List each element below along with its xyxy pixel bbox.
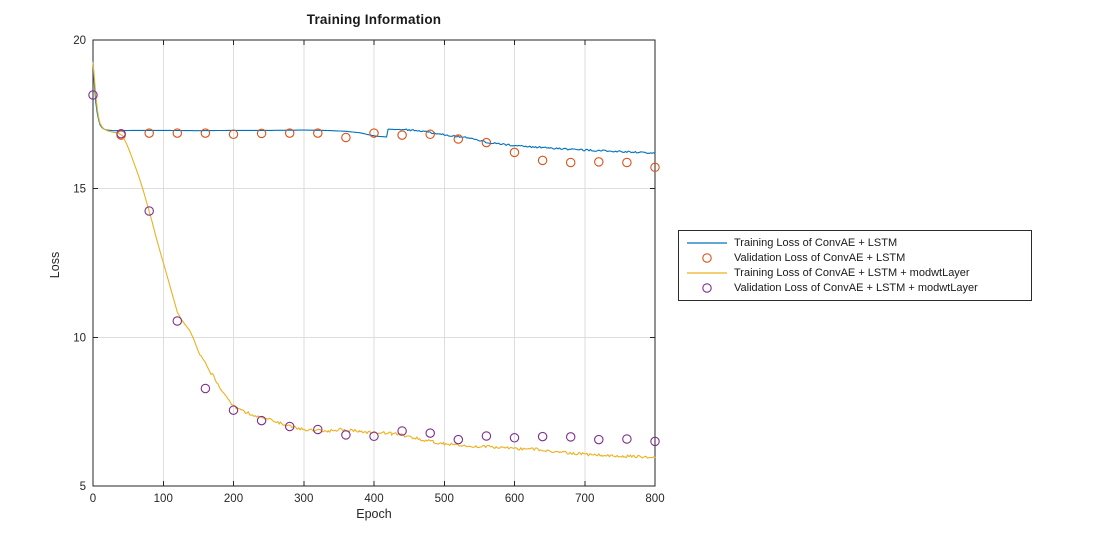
y-tick-label: 5 <box>80 481 86 493</box>
x-tick-label: 100 <box>154 493 173 505</box>
data-point-series-1 <box>622 157 632 168</box>
legend: Training Loss of ConvAE + LSTM Validation… <box>678 230 1032 301</box>
data-point-series-1 <box>397 130 407 140</box>
legend-circle-marker <box>702 283 712 293</box>
data-point-series-3 <box>537 431 548 442</box>
legend-label: Validation Loss of ConvAE + LSTM + modwt… <box>734 281 978 294</box>
legend-line-marker <box>687 272 727 274</box>
legend-label: Validation Loss of ConvAE + LSTM <box>734 252 906 265</box>
data-point-series-3 <box>228 405 239 415</box>
data-point-series-3 <box>425 428 435 438</box>
x-tick-label: 500 <box>435 493 454 505</box>
data-point-series-1 <box>172 128 183 138</box>
y-tick-label: 10 <box>73 332 86 344</box>
data-point-series-3 <box>622 434 632 444</box>
data-point-series-1 <box>369 128 379 138</box>
data-point-series-3 <box>397 426 407 436</box>
data-point-series-3 <box>313 424 323 435</box>
x-tick-label: 400 <box>364 493 383 505</box>
data-point-series-3 <box>453 434 464 445</box>
legend-label: Training Loss of ConvAE + LSTM <box>734 237 898 250</box>
x-tick-label: 0 <box>90 493 96 505</box>
legend-item: Training Loss of ConvAE + LSTM + modwtLa… <box>679 266 1031 281</box>
data-point-series-1 <box>509 147 520 158</box>
x-tick-label: 300 <box>294 493 313 505</box>
data-point-series-1 <box>537 155 548 166</box>
data-point-series-3 <box>341 430 351 440</box>
series-line-0 <box>92 60 656 155</box>
data-point-series-1 <box>453 134 464 144</box>
data-point-series-1 <box>200 128 211 138</box>
series-line-2 <box>92 62 656 459</box>
data-point-series-3 <box>565 432 576 442</box>
data-point-series-1 <box>565 157 576 168</box>
legend-circle-marker <box>702 253 712 263</box>
data-point-series-3 <box>88 90 98 100</box>
chart-title: Training Information <box>306 12 442 27</box>
data-point-series-3 <box>144 206 154 216</box>
legend-item: Validation Loss of ConvAE + LSTM <box>679 251 1031 266</box>
y-tick-label: 15 <box>73 184 86 196</box>
x-tick-label: 200 <box>224 493 243 505</box>
data-point-series-3 <box>594 434 604 445</box>
x-axis-label: Epoch <box>356 507 392 521</box>
x-tick-label: 800 <box>645 493 664 505</box>
data-point-series-3 <box>650 436 660 447</box>
data-point-series-1 <box>228 129 239 140</box>
legend-label: Training Loss of ConvAE + LSTM + modwtLa… <box>734 266 970 279</box>
x-tick-label: 600 <box>505 493 524 505</box>
data-point-series-3 <box>116 128 126 139</box>
data-point-series-1 <box>144 128 154 138</box>
data-point-series-3 <box>284 421 295 432</box>
y-axis-label: Loss <box>48 251 62 279</box>
x-tick-label: 700 <box>575 493 594 505</box>
data-point-series-1 <box>594 157 604 167</box>
data-point-series-3 <box>200 383 211 394</box>
data-point-series-1 <box>313 128 323 138</box>
y-tick-label: 20 <box>73 35 86 47</box>
data-point-series-1 <box>425 129 435 140</box>
data-point-series-3 <box>481 431 492 441</box>
data-point-series-1 <box>284 128 295 138</box>
data-point-series-1 <box>650 162 660 173</box>
legend-line-marker <box>687 242 727 244</box>
data-point-series-3 <box>172 316 183 326</box>
data-point-series-3 <box>369 431 379 442</box>
data-point-series-1 <box>481 137 492 148</box>
legend-item: Training Loss of ConvAE + LSTM <box>679 236 1031 251</box>
data-point-series-3 <box>256 415 267 426</box>
legend-item: Validation Loss of ConvAE + LSTM + modwt… <box>679 280 1031 295</box>
data-point-series-3 <box>509 433 520 443</box>
data-point-series-1 <box>256 128 267 139</box>
data-point-series-1 <box>341 132 351 143</box>
